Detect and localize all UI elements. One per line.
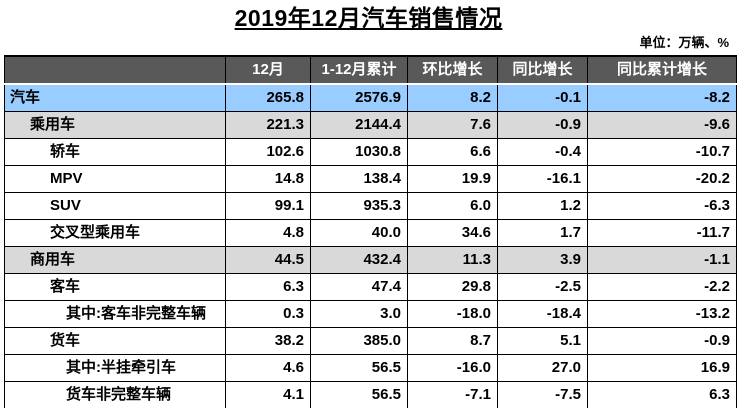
value-cell: 3.0 — [310, 300, 408, 328]
table-row: 轿车 102.6 1030.8 6.6 -0.4 -10.7 — [4, 138, 737, 166]
value-cell: 6.6 — [407, 138, 498, 166]
value-cell: 432.4 — [310, 246, 408, 274]
value-cell: 6.3 — [225, 273, 311, 301]
table-row: 货车非完整车辆 4.1 56.5 -7.1 -7.5 6.3 — [4, 381, 737, 408]
value-cell: 935.3 — [310, 192, 408, 220]
value-cell: 2144.4 — [310, 111, 408, 139]
value-cell: 16.9 — [587, 354, 737, 382]
row-label: 其中:客车非完整车辆 — [4, 300, 226, 328]
row-label: 货车非完整车辆 — [4, 381, 226, 408]
value-cell: -10.7 — [587, 138, 737, 166]
value-cell: 4.6 — [225, 354, 311, 382]
value-cell: 102.6 — [225, 138, 311, 166]
table-row: 其中:客车非完整车辆 0.3 3.0 -18.0 -18.4 -13.2 — [4, 300, 737, 328]
value-cell: 1.2 — [497, 192, 588, 220]
value-cell: -18.0 — [407, 300, 498, 328]
value-cell: 138.4 — [310, 165, 408, 193]
value-cell: 44.5 — [225, 246, 311, 274]
value-cell: 8.2 — [407, 83, 498, 112]
row-label: 商用车 — [4, 246, 226, 274]
value-cell: -9.6 — [587, 111, 737, 139]
value-cell: -0.1 — [497, 83, 588, 112]
value-cell: -1.1 — [587, 246, 737, 274]
table-row: 乘用车 221.3 2144.4 7.6 -0.9 -9.6 — [4, 111, 737, 139]
value-cell: 7.6 — [407, 111, 498, 139]
value-cell: 5.1 — [497, 327, 588, 355]
column-header: 环比增长 — [407, 55, 498, 85]
row-label-column-header — [4, 55, 226, 85]
row-label: 交叉型乘用车 — [4, 219, 226, 247]
value-cell: 47.4 — [310, 273, 408, 301]
value-cell: 40.0 — [310, 219, 408, 247]
value-cell: 265.8 — [225, 83, 311, 112]
table-row: 货车 38.2 385.0 8.7 5.1 -0.9 — [4, 327, 737, 355]
value-cell: 6.3 — [587, 381, 737, 408]
value-cell: -11.7 — [587, 219, 737, 247]
value-cell: -2.2 — [587, 273, 737, 301]
value-cell: 8.7 — [407, 327, 498, 355]
column-header: 12月 — [225, 55, 311, 85]
value-cell: 2576.9 — [310, 83, 408, 112]
value-cell: 1.7 — [497, 219, 588, 247]
row-label: MPV — [4, 165, 226, 193]
value-cell: -13.2 — [587, 300, 737, 328]
table-body: 汽车 265.8 2576.9 8.2 -0.1 -8.2 乘用车 221.3 2144.4 7.… — [4, 83, 737, 408]
value-cell: 56.5 — [310, 381, 408, 408]
header-row: 12月 1-12月累计 环比增长 同比增长 同比累计增长 — [4, 55, 737, 85]
value-cell: -0.9 — [497, 111, 588, 139]
table-row: MPV 14.8 138.4 19.9 -16.1 -20.2 — [4, 165, 737, 193]
table-row: 客车 6.3 47.4 29.8 -2.5 -2.2 — [4, 273, 737, 301]
table-row: 商用车 44.5 432.4 11.3 3.9 -1.1 — [4, 246, 737, 274]
value-cell: 385.0 — [310, 327, 408, 355]
value-cell: 56.5 — [310, 354, 408, 382]
value-cell: 221.3 — [225, 111, 311, 139]
sales-table: 12月 1-12月累计 环比增长 同比增长 同比累计增长 汽车 265.8 2576.9 8.… — [4, 55, 737, 408]
value-cell: 19.9 — [407, 165, 498, 193]
row-label: 汽车 — [4, 83, 226, 112]
table-row: 交叉型乘用车 4.8 40.0 34.6 1.7 -11.7 — [4, 219, 737, 247]
value-cell: 4.8 — [225, 219, 311, 247]
value-cell: -0.4 — [497, 138, 588, 166]
value-cell: -0.9 — [587, 327, 737, 355]
row-label: 轿车 — [4, 138, 226, 166]
value-cell: -6.3 — [587, 192, 737, 220]
row-label: 货车 — [4, 327, 226, 355]
value-cell: -20.2 — [587, 165, 737, 193]
table-row: 其中:半挂牵引车 4.6 56.5 -16.0 27.0 16.9 — [4, 354, 737, 382]
value-cell: 3.9 — [497, 246, 588, 274]
value-cell: 4.1 — [225, 381, 311, 408]
table-row: 汽车 265.8 2576.9 8.2 -0.1 -8.2 — [4, 83, 737, 112]
value-cell: 0.3 — [225, 300, 311, 328]
value-cell: 38.2 — [225, 327, 311, 355]
row-label: 其中:半挂牵引车 — [4, 354, 226, 382]
column-header: 1-12月累计 — [310, 55, 408, 85]
value-cell: -16.1 — [497, 165, 588, 193]
column-header: 同比累计增长 — [587, 55, 737, 85]
value-cell: 14.8 — [225, 165, 311, 193]
row-label: 客车 — [4, 273, 226, 301]
value-cell: -8.2 — [587, 83, 737, 112]
row-label: 乘用车 — [4, 111, 226, 139]
value-cell: 11.3 — [407, 246, 498, 274]
value-cell: 34.6 — [407, 219, 498, 247]
value-cell: -7.1 — [407, 381, 498, 408]
value-cell: -7.5 — [497, 381, 588, 408]
unit-label: 单位：万辆、% — [639, 35, 729, 50]
value-cell: -18.4 — [497, 300, 588, 328]
value-cell: 29.8 — [407, 273, 498, 301]
value-cell: 99.1 — [225, 192, 311, 220]
row-label: SUV — [4, 192, 226, 220]
page-title: 2019年12月汽车销售情况 — [234, 5, 503, 31]
table-row: SUV 99.1 935.3 6.0 1.2 -6.3 — [4, 192, 737, 220]
column-header: 同比增长 — [497, 55, 588, 85]
value-cell: 6.0 — [407, 192, 498, 220]
value-cell: 1030.8 — [310, 138, 408, 166]
value-cell: -16.0 — [407, 354, 498, 382]
value-cell: 27.0 — [497, 354, 588, 382]
value-cell: -2.5 — [497, 273, 588, 301]
